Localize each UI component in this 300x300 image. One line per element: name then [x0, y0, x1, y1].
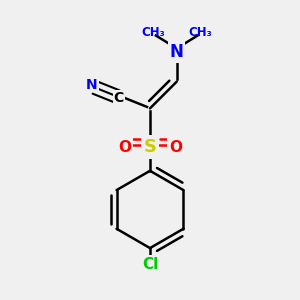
Text: N: N — [86, 78, 98, 92]
Text: O: O — [169, 140, 182, 154]
Text: S: S — [143, 138, 157, 156]
Text: CH₃: CH₃ — [141, 26, 165, 39]
Text: C: C — [114, 91, 124, 105]
Text: O: O — [118, 140, 131, 154]
Text: CH₃: CH₃ — [189, 26, 212, 39]
Text: N: N — [170, 43, 184, 61]
Text: Cl: Cl — [142, 257, 158, 272]
